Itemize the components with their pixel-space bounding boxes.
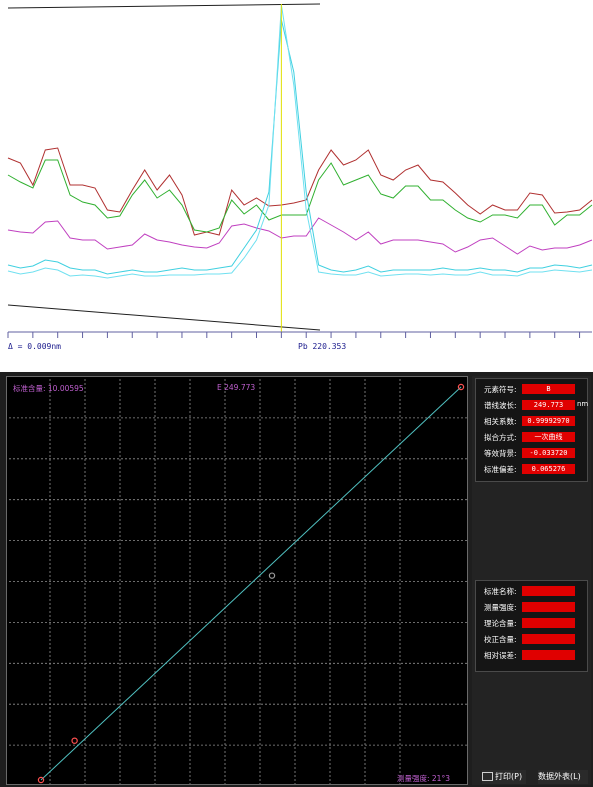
spectrum-series-green <box>7 159 593 233</box>
standard-point <box>71 737 78 744</box>
element-wavelength-label: Pb 220.353 <box>298 342 347 351</box>
standard-content-label: 标准含量: 10.00595 <box>13 384 84 393</box>
printer-icon <box>482 772 493 781</box>
sample-info-row: 相对误差: <box>476 649 587 662</box>
export-data-button[interactable]: 数据外表(L) <box>538 770 588 784</box>
curve-info-value: -0.033720 <box>522 448 575 458</box>
curve-info-value: 一次曲线 <box>522 432 575 442</box>
sample-info-value <box>522 602 575 612</box>
sample-info-key: 标准名称: <box>484 587 517 596</box>
sample-info-row: 校正含量: <box>476 633 587 646</box>
measured-intensity-label: 测量强度: 21°3 <box>397 774 450 783</box>
sample-info-key: 相对误差: <box>484 651 517 660</box>
curve-info-row: 谱线波长: 249.773 nm <box>476 399 589 412</box>
curve-info-row: 等效背景: -0.033720 <box>476 447 587 460</box>
curve-info-value: 0.99992970 <box>522 416 575 426</box>
curve-info-row: 元素符号: B <box>476 383 587 396</box>
curve-info-key: 标准偏差: <box>484 465 517 474</box>
spectrum-series-red <box>7 147 593 236</box>
sample-info-value <box>522 650 575 660</box>
wavelength-label: E 249.773 <box>217 383 256 392</box>
frame-bottom-line <box>7 304 321 331</box>
curve-info-value: 0.065276 <box>522 464 575 474</box>
standard-point <box>457 383 465 391</box>
info-sidebar: 元素符号: B 谱线波长: 249.773 nm 相关系数: 0.99992970 拟合方式:… <box>472 376 591 785</box>
calibration-fit-line <box>40 386 462 781</box>
sample-info-value <box>522 586 575 596</box>
curve-info-row: 标准偏差: 0.065276 <box>476 463 587 476</box>
curve-info-key: 拟合方式: <box>484 433 517 442</box>
calibration-panel: 标准含量: 10.00595 E 249.773 测量强度: 21°3 元素符号… <box>0 372 593 787</box>
spectrum-plot[interactable] <box>0 0 593 360</box>
sample-info-key: 校正含量: <box>484 635 517 644</box>
sample-info-key: 测量强度: <box>484 603 517 612</box>
curve-info-key: 等效背景: <box>484 449 517 458</box>
sample-info-value <box>522 618 575 628</box>
calibration-plot[interactable]: 标准含量: 10.00595 E 249.773 测量强度: 21°3 <box>6 376 468 785</box>
spectrum-series-cyan_a <box>7 19 593 275</box>
frame-top-line <box>7 3 321 9</box>
sample-info-row: 标准名称: <box>476 585 587 598</box>
sample-info-value <box>522 634 575 644</box>
curve-info-value: B <box>522 384 575 394</box>
sample-point <box>268 572 276 579</box>
curve-info-key: 元素符号: <box>484 385 517 394</box>
sample-info-row: 测量强度: <box>476 601 587 614</box>
delta-label: Δ = 0.009nm <box>8 342 61 351</box>
spectrum-series-magenta <box>7 217 593 255</box>
standard-point <box>37 776 45 784</box>
curve-info-row: 相关系数: 0.99992970 <box>476 415 587 428</box>
calibration-svg[interactable] <box>7 377 469 786</box>
curve-info-key: 谱线波长: <box>484 401 517 410</box>
curve-info-unit: nm <box>577 400 589 408</box>
spectrum-panel: Δ = 0.009nm Pb 220.353 <box>0 0 593 360</box>
sample-info-group: 标准名称: 测量强度: 理论含量: 校正含量: 相对误差: <box>475 580 588 672</box>
print-button[interactable]: 打印(P) <box>482 770 526 784</box>
sample-info-row: 理论含量: <box>476 617 587 630</box>
curve-info-value: 249.773 <box>522 400 575 410</box>
sample-info-key: 理论含量: <box>484 619 517 628</box>
curve-info-row: 拟合方式: 一次曲线 <box>476 431 587 444</box>
curve-info-group: 元素符号: B 谱线波长: 249.773 nm 相关系数: 0.99992970 拟合方式:… <box>475 378 588 482</box>
spectrum-series-cyan_b <box>7 4 593 279</box>
curve-info-key: 相关系数: <box>484 417 517 426</box>
